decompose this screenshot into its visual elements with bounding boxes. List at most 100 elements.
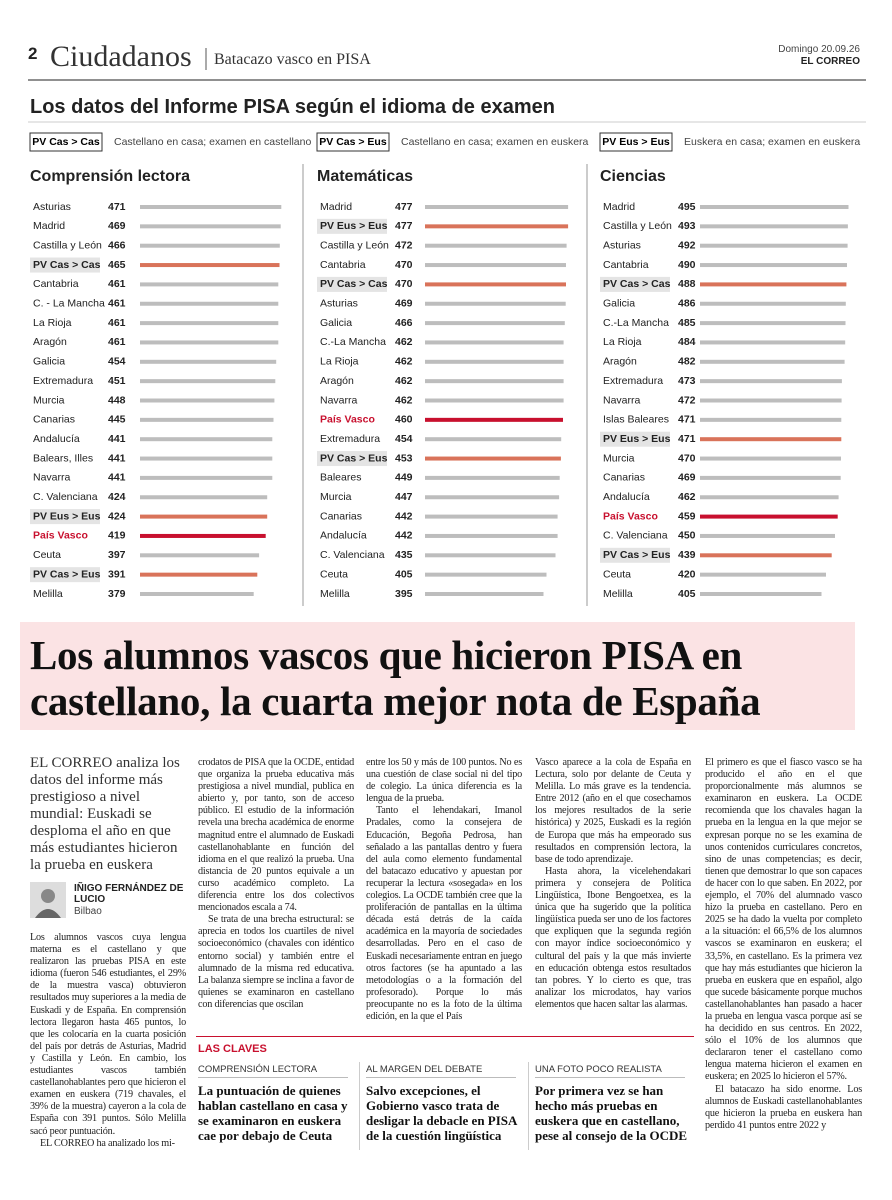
category-label: Castilla y León — [603, 220, 672, 232]
category-label: Baleares — [320, 472, 361, 484]
bar — [425, 495, 560, 500]
value-label: 454 — [108, 356, 126, 368]
value-label: 493 — [678, 220, 696, 232]
category-label: Melilla — [320, 588, 350, 600]
value-label: 435 — [395, 549, 413, 561]
key-point-text: La puntuación de quienes hablan castella… — [198, 1083, 348, 1143]
bar — [140, 475, 273, 480]
value-label: 462 — [678, 491, 696, 503]
label-highlight — [600, 431, 670, 447]
category-label: Cantabria — [33, 278, 79, 290]
bar — [140, 359, 277, 364]
headline-box — [20, 622, 855, 730]
key-point-text: Salvo excepciones, el Gobierno vasco tra… — [366, 1083, 517, 1143]
bar — [140, 205, 282, 209]
bar — [700, 553, 832, 558]
category-label: La Rioja — [603, 336, 642, 348]
value-label: 472 — [395, 239, 413, 251]
charts-panel: PV Cas > Cas Castellano en casa; examen e… — [28, 48, 866, 606]
key-text: Euskera en casa; examen en euskera — [684, 136, 860, 148]
bar — [700, 359, 845, 364]
paragraph: crodatos de PISA que la OCDE, entidad qu… — [198, 757, 354, 914]
body-column: crodatos de PISA que la OCDE, entidad qu… — [198, 757, 354, 1011]
bar — [140, 243, 280, 248]
key-point-label: UNA FOTO POCO REALISTA — [535, 1064, 662, 1075]
publication: EL CORREO — [800, 56, 860, 67]
category-label: País Vasco — [320, 414, 375, 426]
value-label: 439 — [678, 549, 696, 561]
bar — [700, 398, 842, 403]
value-label: 461 — [108, 278, 126, 290]
bar — [425, 321, 565, 326]
category-label: La Rioja — [320, 356, 359, 368]
chart-title: Comprensión lectora — [30, 168, 190, 185]
bar — [700, 437, 842, 442]
category-label: Madrid — [603, 201, 635, 213]
bar — [700, 475, 841, 480]
paragraph: EL CORREO ha analizado los mi- — [40, 1137, 175, 1149]
category-label: Ceuta — [33, 549, 61, 561]
value-label: 451 — [108, 375, 126, 387]
category-label: Madrid — [320, 201, 352, 213]
value-label: 445 — [108, 414, 126, 426]
bar — [700, 514, 838, 519]
value-label: 465 — [108, 259, 126, 271]
category-label: Asturias — [603, 239, 641, 251]
bar — [425, 553, 556, 558]
paragraph: Hasta ahora, la vicelehendakari primera … — [535, 865, 691, 1010]
value-label: 450 — [678, 530, 696, 542]
value-label: 462 — [395, 356, 413, 368]
paragraph: Los alumnos vascos cuya lengua materna e… — [30, 932, 186, 1137]
bar — [140, 417, 274, 422]
bar — [700, 263, 847, 268]
category-label: Canarias — [603, 472, 645, 484]
bar — [140, 340, 279, 345]
bar — [140, 263, 280, 268]
category-label: PV Cas > Eus — [33, 568, 101, 580]
category-label: Galicia — [33, 356, 65, 368]
body-column: Vasco aparece a la cola de España en Lec… — [535, 757, 691, 1011]
category-label: Ceuta — [320, 568, 348, 580]
label-highlight — [600, 547, 670, 563]
category-label: Extremadura — [33, 375, 93, 387]
value-label: 470 — [678, 452, 696, 464]
value-label: 441 — [108, 452, 126, 464]
category-label: PV Cas > Cas — [33, 259, 101, 271]
value-label: 471 — [678, 414, 696, 426]
value-label: 469 — [395, 298, 413, 310]
bar — [140, 379, 276, 384]
category-label: Melilla — [33, 588, 63, 600]
topic: Batacazo vasco en PISA — [214, 51, 371, 68]
category-label: PV Eus > Eus — [33, 510, 101, 522]
bar — [425, 301, 566, 306]
category-label: Cantabria — [603, 259, 649, 271]
label-highlight — [317, 218, 387, 234]
category-label: País Vasco — [603, 510, 658, 522]
category-label: Aragón — [33, 336, 67, 348]
key-text: Castellano en casa; examen en euskera — [401, 136, 589, 148]
value-label: 441 — [108, 472, 126, 484]
value-label: 466 — [108, 239, 126, 251]
bar — [425, 282, 566, 287]
body-column: El primero es que el fiasco vasco se ha … — [705, 757, 862, 1132]
category-label: Murcia — [603, 452, 635, 464]
headline-line: castellano, la cuarta mejor nota de Espa… — [30, 678, 761, 724]
value-label: 482 — [678, 356, 696, 368]
value-label: 395 — [395, 588, 413, 600]
chart-title: Matemáticas — [317, 168, 413, 185]
value-label: 405 — [678, 588, 696, 600]
chart-title: Ciencias — [600, 168, 666, 185]
value-label: 486 — [678, 298, 696, 310]
label-highlight — [30, 257, 100, 273]
key-label: PV Cas > Cas — [32, 136, 100, 148]
bar — [140, 514, 268, 519]
bar — [700, 379, 842, 384]
bar — [140, 456, 273, 461]
category-label: Madrid — [33, 220, 65, 232]
bar — [700, 456, 841, 461]
value-label: 424 — [108, 510, 126, 522]
category-label: Aragón — [320, 375, 354, 387]
bar — [700, 592, 822, 596]
